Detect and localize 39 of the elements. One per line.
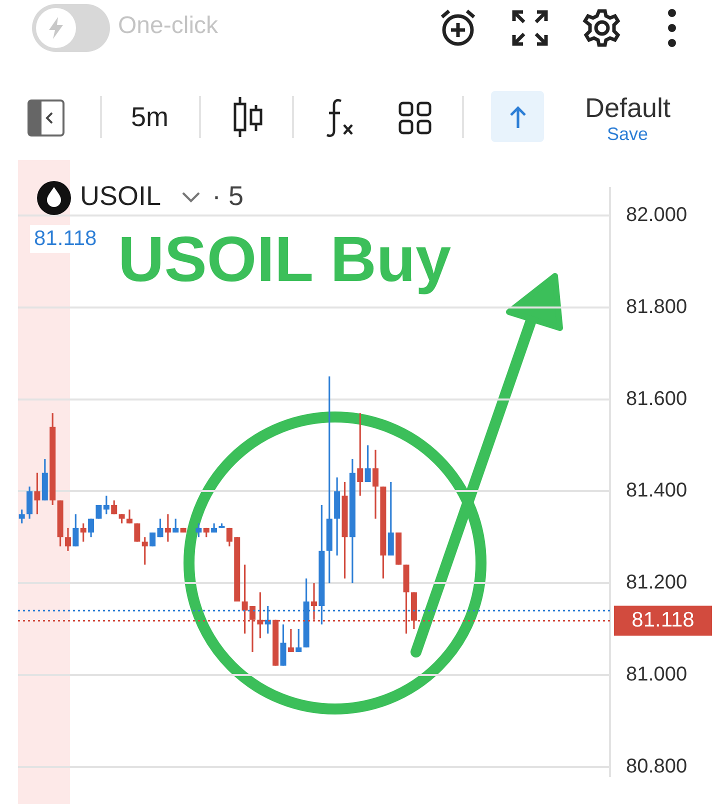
candlestick xyxy=(111,500,118,515)
candlestick xyxy=(64,527,71,552)
candlestick xyxy=(288,628,294,653)
annotation: USOIL Buy xyxy=(118,222,452,296)
candlestick xyxy=(196,522,202,538)
y-tick-label: 80.800 xyxy=(626,755,688,778)
y-tick-label: 81.600 xyxy=(626,388,688,410)
text: One-click xyxy=(118,12,218,40)
candlestick xyxy=(364,444,371,483)
candlestick xyxy=(126,508,132,524)
y-tick-label: 81.200 xyxy=(626,572,688,594)
candlestick xyxy=(118,513,125,524)
text: Default xyxy=(585,93,671,124)
y-tick-label: 82.000 xyxy=(626,204,688,226)
candlestick xyxy=(26,486,33,520)
candlestick xyxy=(34,472,40,515)
candlestick xyxy=(103,494,110,515)
candlestick xyxy=(142,536,148,566)
candlestick xyxy=(18,508,25,524)
candlestick xyxy=(80,522,86,543)
candlestick xyxy=(72,513,79,548)
candlestick xyxy=(296,628,302,653)
candlestick xyxy=(96,504,102,520)
annotation: 81.118 xyxy=(30,225,101,253)
ref-line-label: 81.118 xyxy=(632,608,694,632)
candlestick xyxy=(172,518,179,534)
candlestick xyxy=(280,624,286,667)
y-tick-label: 81.400 xyxy=(626,480,688,502)
candlestick xyxy=(88,518,94,538)
candlestick xyxy=(372,449,379,520)
y-tick-label: 81.000 xyxy=(626,663,688,686)
y-tick-label: 81.800 xyxy=(626,296,688,318)
chart-title: USOIL xyxy=(80,181,162,212)
text: Save xyxy=(607,124,648,145)
text: 5m xyxy=(131,102,169,133)
candlestick xyxy=(388,481,394,556)
candlestick xyxy=(164,513,171,543)
chart-subtitle: · 5 xyxy=(212,181,244,212)
candlestick xyxy=(357,412,364,497)
